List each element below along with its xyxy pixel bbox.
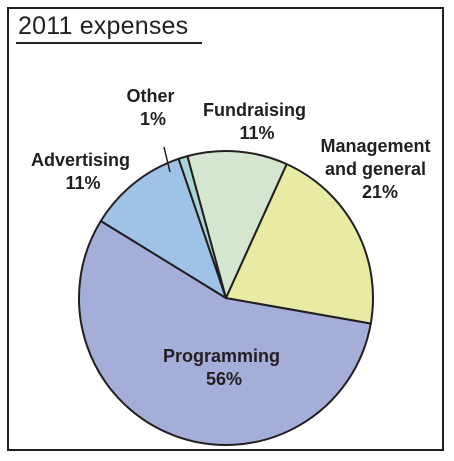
slice-labels: Programming 56% Advertising 11% Other 1%… (31, 86, 435, 389)
label-programming-value: 56% (206, 369, 242, 389)
slice-advertising (99, 157, 227, 299)
label-other-name: Other (126, 86, 174, 106)
label-management: Management and general 21% (320, 136, 435, 202)
label-management-line2: and general (325, 159, 426, 179)
chart-title: 2011 expenses (18, 12, 189, 40)
pie-slices (78, 150, 374, 446)
slice-programming (78, 219, 372, 446)
label-advertising: Advertising 11% (31, 150, 135, 193)
slice-management (225, 163, 374, 325)
label-fundraising-value: 11% (239, 123, 274, 143)
label-other: Other 1% (126, 86, 179, 129)
leader-lines (163, 146, 171, 173)
label-fundraising-name: Fundraising (203, 100, 306, 120)
other-leader-line (163, 146, 171, 173)
title-underline (16, 42, 202, 44)
label-advertising-name: Advertising (31, 150, 130, 170)
label-advertising-value: 11% (65, 173, 100, 193)
label-other-value: 1% (140, 109, 166, 129)
label-management-line1: Management (320, 136, 430, 156)
label-fundraising: Fundraising 11% (203, 100, 311, 143)
label-management-value: 21% (362, 182, 398, 202)
label-programming: Programming 56% (163, 346, 285, 389)
slice-fundraising (186, 150, 288, 299)
label-programming-name: Programming (163, 346, 280, 366)
